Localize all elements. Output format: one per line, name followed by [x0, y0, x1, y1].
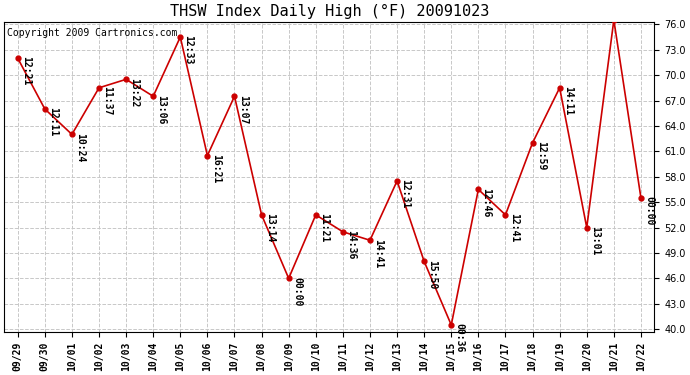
- Text: 12:41: 12:41: [509, 213, 519, 243]
- Text: 13:07: 13:07: [238, 94, 248, 124]
- Text: 14:31: 14:31: [0, 374, 1, 375]
- Text: 13:06: 13:06: [157, 94, 166, 124]
- Text: 12:11: 12:11: [48, 107, 58, 136]
- Text: 14:41: 14:41: [373, 238, 383, 268]
- Text: 11:37: 11:37: [102, 86, 112, 116]
- Text: 14:11: 14:11: [563, 86, 573, 116]
- Text: 00:36: 00:36: [455, 323, 464, 352]
- Text: 00:00: 00:00: [292, 277, 302, 306]
- Text: 12:33: 12:33: [184, 35, 194, 64]
- Text: 13:01: 13:01: [590, 226, 600, 255]
- Text: 14:36: 14:36: [346, 230, 356, 260]
- Text: 10:24: 10:24: [75, 133, 85, 162]
- Text: 12:21: 12:21: [21, 57, 31, 86]
- Text: 16:21: 16:21: [210, 154, 221, 183]
- Title: THSW Index Daily High (°F) 20091023: THSW Index Daily High (°F) 20091023: [170, 4, 489, 19]
- Text: 15:50: 15:50: [427, 260, 437, 289]
- Text: 12:31: 12:31: [400, 179, 411, 209]
- Text: 00:00: 00:00: [644, 196, 654, 226]
- Text: 12:46: 12:46: [482, 188, 491, 217]
- Text: 11:21: 11:21: [319, 213, 329, 243]
- Text: 13:14: 13:14: [265, 213, 275, 243]
- Text: 12:59: 12:59: [536, 141, 546, 171]
- Text: Copyright 2009 Cartronics.com: Copyright 2009 Cartronics.com: [8, 28, 178, 38]
- Text: 13:22: 13:22: [129, 78, 139, 107]
